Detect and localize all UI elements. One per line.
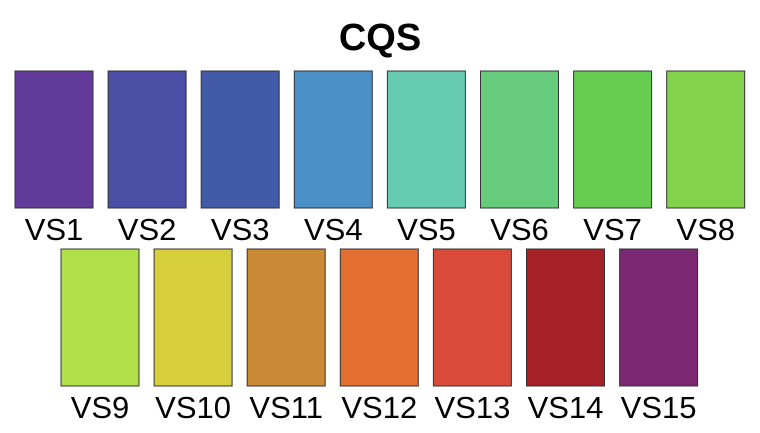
color-swatch	[573, 70, 653, 209]
color-swatch	[60, 248, 140, 387]
color-swatch	[386, 70, 466, 209]
swatch-label: VS6	[490, 212, 549, 247]
swatch-label: VS14	[528, 390, 604, 425]
swatch-label: VS11	[249, 390, 323, 425]
color-swatch	[153, 248, 233, 387]
swatch-label: VS12	[341, 390, 417, 425]
color-swatch	[432, 248, 512, 387]
title: CQS	[339, 17, 421, 59]
color-swatch	[526, 248, 605, 387]
color-swatch	[666, 70, 746, 209]
color-swatch	[14, 70, 94, 209]
color-swatch	[107, 70, 187, 209]
swatch-label: VS3	[211, 212, 270, 247]
swatch-label: VS5	[397, 212, 456, 247]
swatch-label: VS9	[71, 390, 130, 425]
color-swatch	[480, 70, 559, 209]
color-swatch	[246, 248, 326, 387]
swatch-label: VS1	[25, 212, 84, 247]
color-swatch	[293, 70, 373, 209]
swatch-label: VS4	[304, 212, 363, 247]
swatch-label: VS8	[676, 212, 735, 247]
color-swatch	[200, 70, 280, 209]
swatch-label: VS2	[118, 212, 177, 247]
color-swatch	[619, 248, 699, 387]
color-swatch	[339, 248, 419, 387]
swatch-label: VS10	[155, 390, 231, 425]
swatch-label: VS7	[583, 212, 642, 247]
swatch-label: VS13	[434, 390, 510, 425]
swatch-label: VS15	[621, 390, 697, 425]
